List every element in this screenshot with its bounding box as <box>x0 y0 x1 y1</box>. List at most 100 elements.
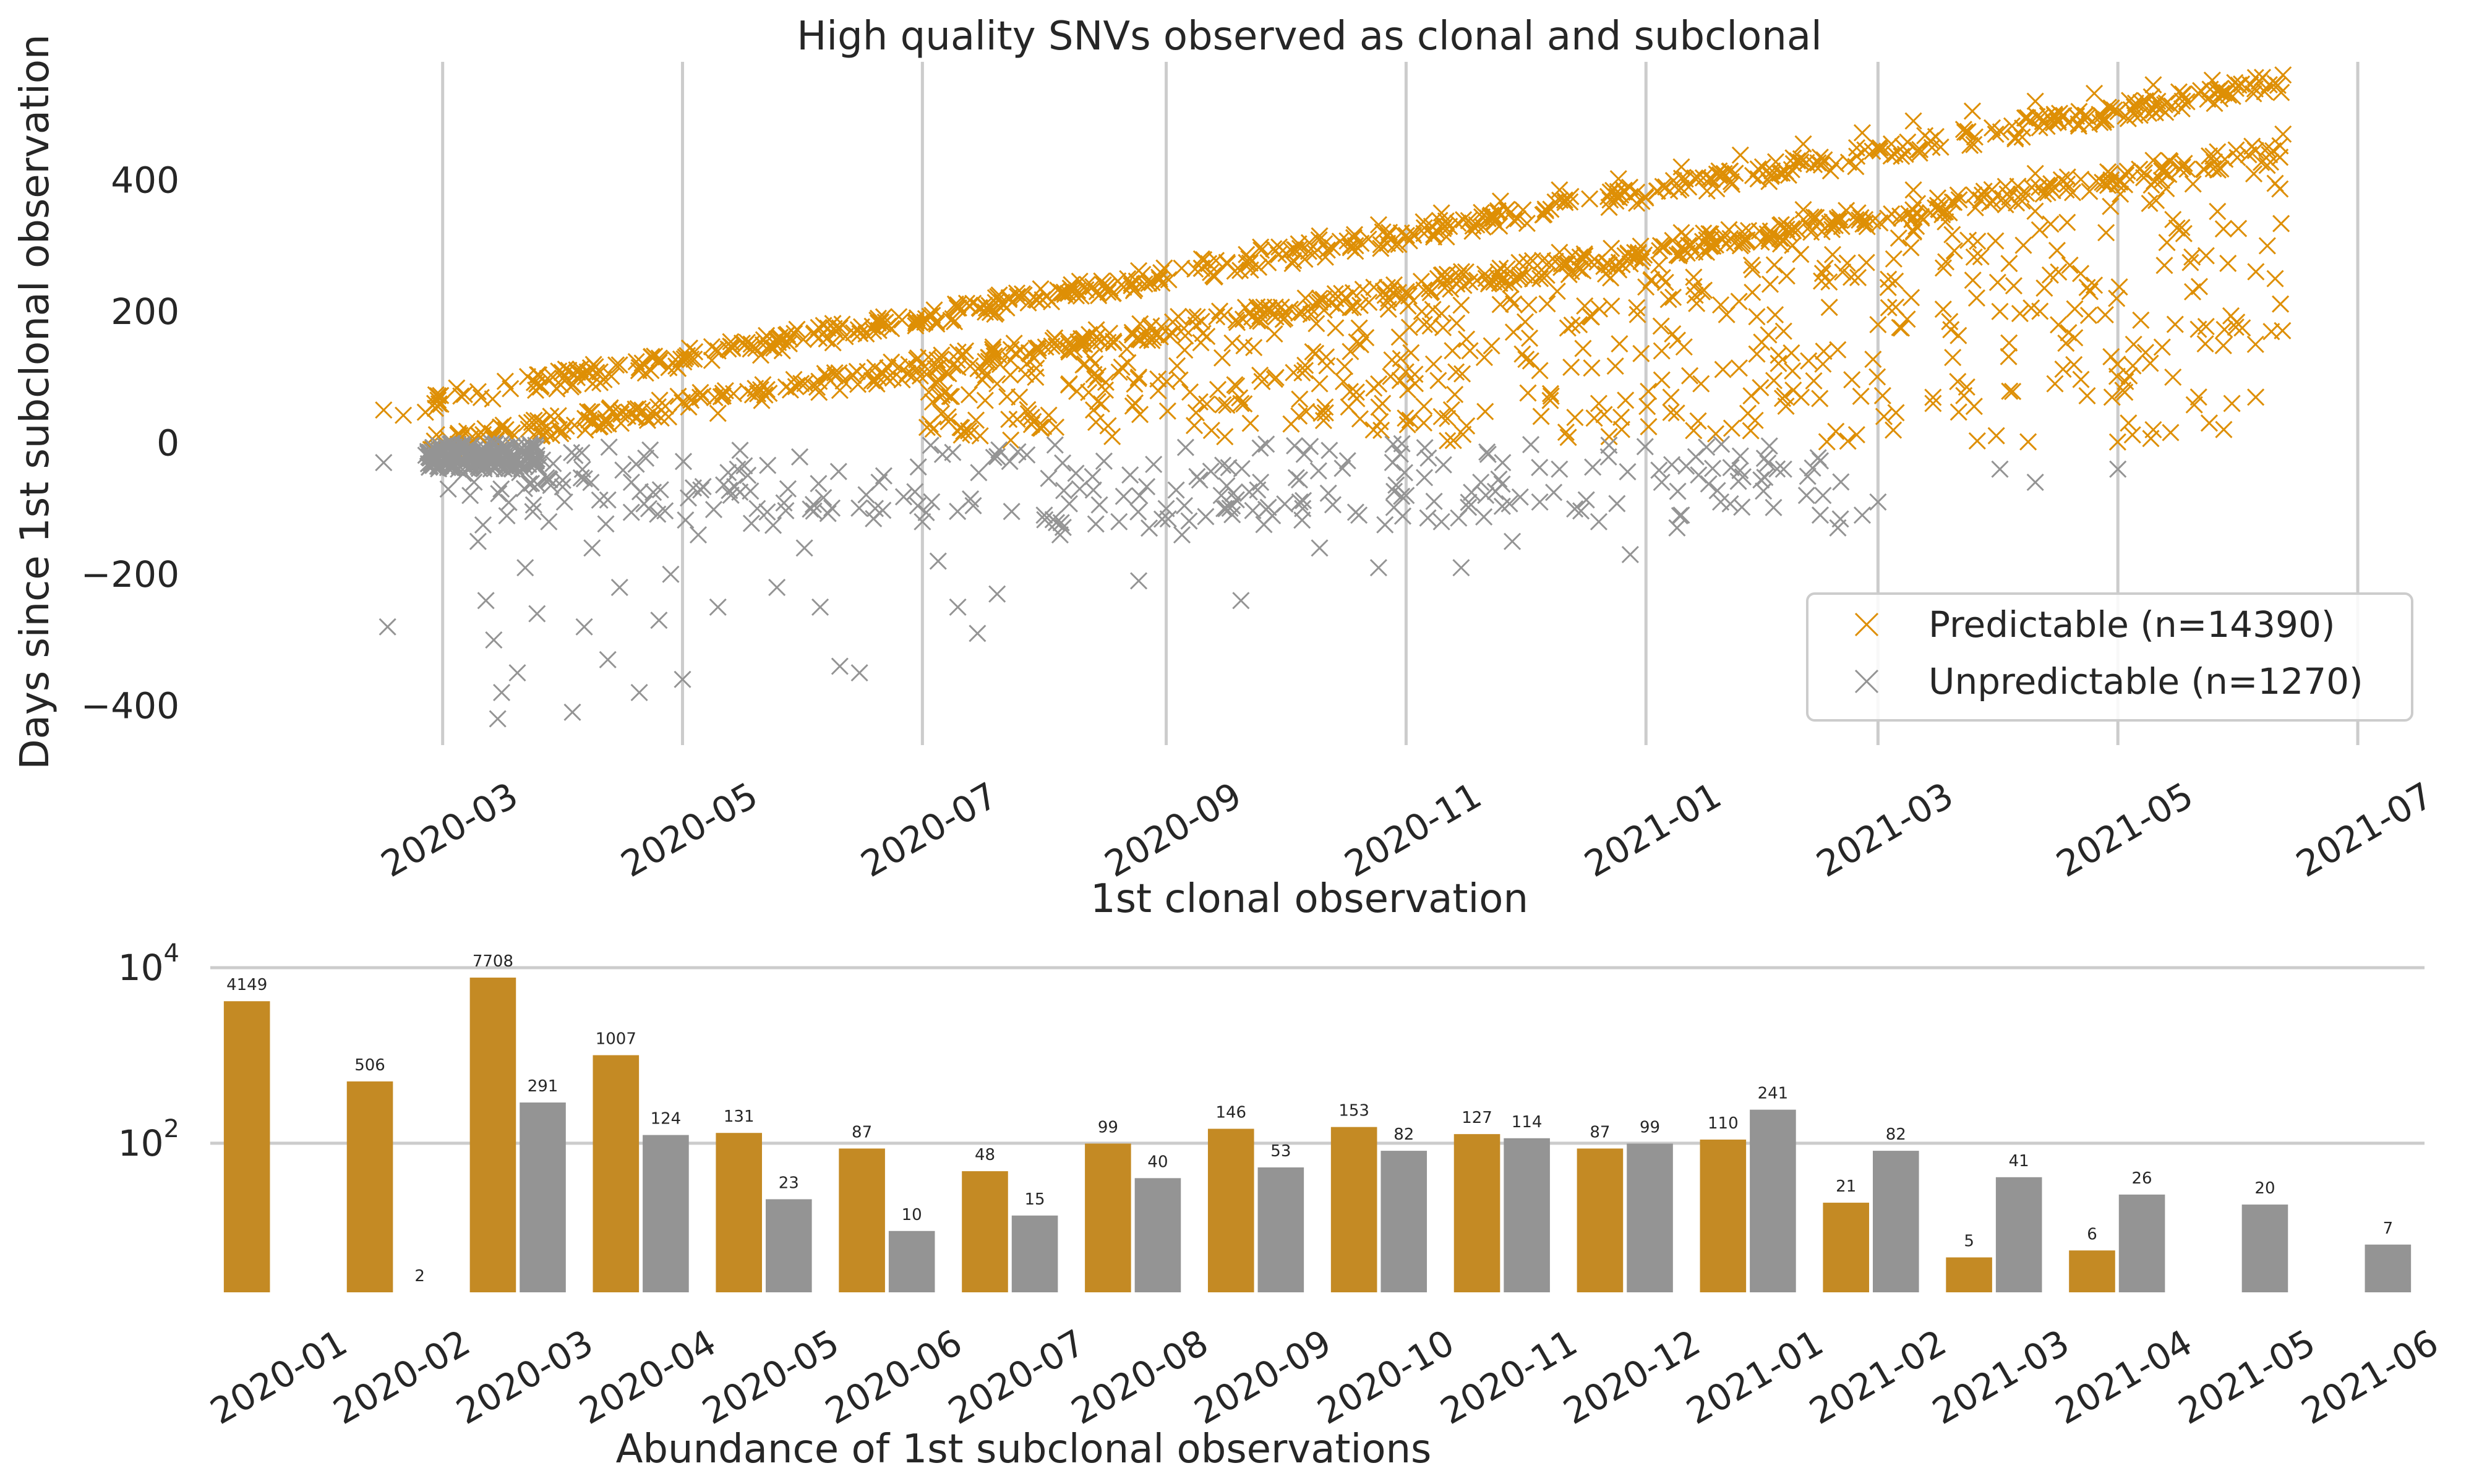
predictable-point <box>833 315 851 333</box>
predictable-point <box>935 384 953 402</box>
unpredictable-point <box>1765 498 1783 516</box>
unpredictable-point <box>1212 487 1230 505</box>
unpredictable-point <box>1619 463 1637 481</box>
predictable-point <box>1558 255 1577 273</box>
unpredictable-point <box>1669 482 1687 500</box>
predictable-point <box>964 294 982 312</box>
predictable-point <box>581 403 599 421</box>
scatter-x-tick-label: 2021-07 <box>2289 774 2440 885</box>
unpredictable-point <box>1121 466 1139 484</box>
predictable-point <box>2021 112 2039 130</box>
bar-x-tick-label: 2020-02 <box>326 1321 477 1433</box>
predictable-point <box>1027 359 1045 377</box>
predictable-point <box>1090 286 1108 305</box>
predictable-point <box>1811 390 1829 407</box>
predictable-point <box>1000 291 1018 309</box>
bar-data-label: 40 <box>1147 1153 1168 1171</box>
unpredictable-point <box>1218 477 1236 495</box>
bar-data-label: 153 <box>1338 1102 1369 1120</box>
predictable-point <box>2199 90 2217 108</box>
predictable-point <box>1336 357 1354 375</box>
predictable-point <box>1269 246 1288 264</box>
predictable-point <box>1071 335 1089 353</box>
predictable-point <box>1965 135 1983 153</box>
unpredictable-point <box>1760 437 1778 455</box>
unpredictable-point <box>811 598 829 616</box>
predictable-point <box>1652 317 1670 335</box>
predictable-point <box>1664 288 1682 306</box>
predictable-point <box>2014 236 2032 254</box>
predictable-point <box>1251 366 1269 385</box>
predictable-point <box>1940 203 1958 222</box>
unpredictable-point <box>485 631 503 649</box>
unpredictable-point <box>1572 502 1590 520</box>
unpredictable-point <box>524 496 542 514</box>
unpredictable-point <box>1110 513 1128 531</box>
predictable-point <box>1397 226 1415 244</box>
predictable-point <box>1285 364 1303 382</box>
predictable-point <box>1421 284 1439 302</box>
predictable-point <box>1753 158 1772 176</box>
predictable-point <box>2108 433 2126 451</box>
predictable-point <box>1809 154 1827 172</box>
predictable-point <box>1765 372 1783 390</box>
predictable-point <box>1348 390 1366 407</box>
predictable-point <box>1943 193 1961 211</box>
predictable-point <box>1038 288 1056 305</box>
predictable-point <box>1035 417 1053 435</box>
predictable-point <box>2072 370 2090 388</box>
unpredictable-point <box>461 487 479 505</box>
predictable-point <box>788 320 806 338</box>
predictable-point <box>2061 256 2079 274</box>
predictable-point <box>502 380 520 398</box>
predictable-point <box>1770 354 1787 372</box>
predictable-point <box>430 395 448 413</box>
predictable-point <box>1887 298 1905 316</box>
predictable-point <box>1293 364 1311 382</box>
predictable-point <box>1956 123 1974 141</box>
predictable-point <box>2032 108 2050 126</box>
bar-x-tick-label: 2020-03 <box>449 1321 600 1433</box>
predictable-point <box>2031 302 2049 320</box>
predictable-point <box>2054 360 2072 378</box>
predictable-point <box>2048 241 2066 260</box>
predictable-point <box>2006 130 2024 148</box>
predictable-point <box>2066 329 2084 347</box>
bar-data-label: 23 <box>779 1174 799 1192</box>
predictable-point <box>1369 216 1387 234</box>
unpredictable-point <box>511 464 529 482</box>
predictable-point <box>1546 193 1564 211</box>
predictable-point <box>1087 413 1105 431</box>
predictable-point <box>1608 257 1626 276</box>
predictable-point <box>1987 232 2005 250</box>
predictable-point <box>1444 432 1462 450</box>
predictable-point <box>1950 326 1967 344</box>
predictable-point <box>928 315 946 333</box>
predictable-point <box>1208 308 1226 326</box>
predictable-point <box>1198 395 1216 413</box>
predictable-point <box>1731 146 1749 164</box>
predictable-point <box>1432 204 1450 222</box>
unpredictable-point <box>1650 461 1668 479</box>
predictable-point <box>831 382 849 399</box>
predictable-point <box>1576 297 1594 315</box>
unpredictable-point <box>1175 497 1194 514</box>
unpredictable-point <box>375 454 393 472</box>
bar-unpredictable <box>1995 1177 2042 1292</box>
predictable-point <box>1008 284 1026 302</box>
bar-predictable <box>1453 1134 1500 1292</box>
predictable-point <box>1344 298 1362 316</box>
predictable-point <box>1311 227 1329 245</box>
predictable-point <box>2258 237 2276 255</box>
predictable-point <box>967 411 985 429</box>
predictable-point <box>1566 409 1584 427</box>
predictable-point <box>1748 345 1766 363</box>
scatter-x-tick-label: 2020-03 <box>374 774 525 885</box>
predictable-point <box>1574 339 1592 357</box>
predictable-point <box>1886 272 1904 290</box>
unpredictable-point <box>600 438 618 456</box>
predictable-point <box>1717 235 1735 253</box>
unpredictable-point <box>933 445 951 463</box>
predictable-point <box>1556 255 1574 273</box>
predictable-point <box>1681 367 1699 385</box>
